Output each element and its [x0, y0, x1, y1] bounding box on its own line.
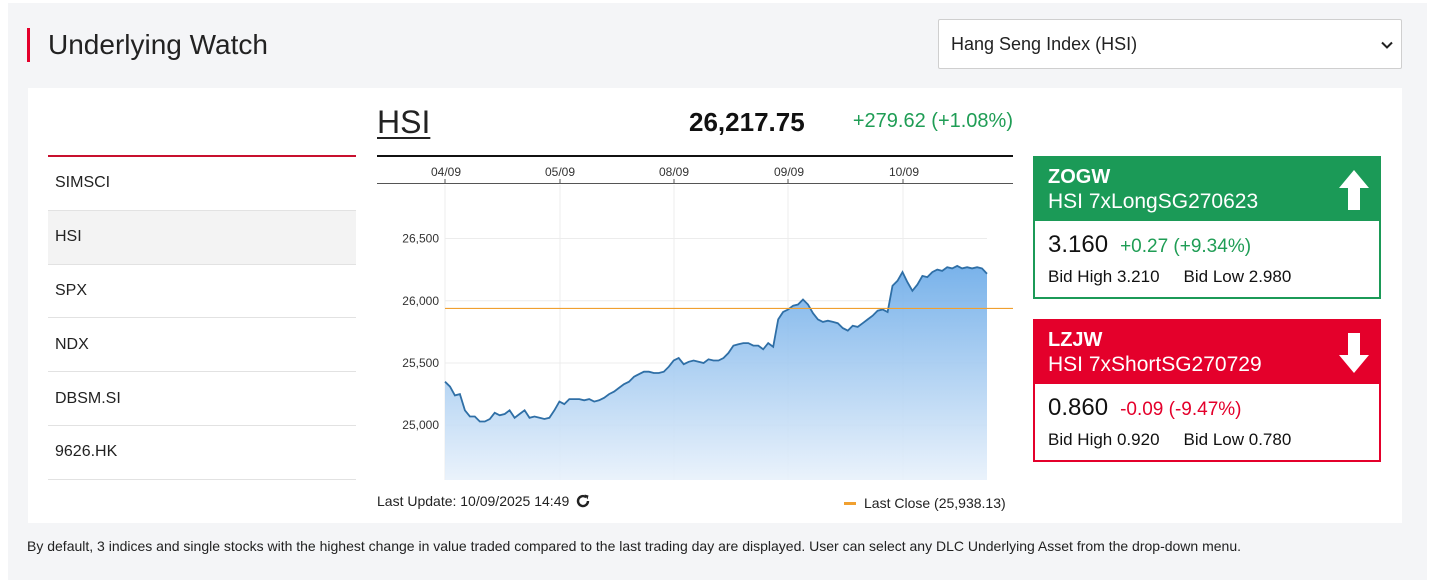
index-item-label: NDX: [55, 335, 89, 353]
index-item-label: SIMSCI: [55, 174, 111, 192]
page-title: Underlying Watch: [48, 29, 268, 60]
chart-symbol-link[interactable]: HSI: [377, 104, 431, 140]
dlc-bid-high: Bid High 0.920: [1048, 430, 1160, 449]
dlc-name: HSI 7xLongSG270623: [1048, 190, 1259, 213]
underlying-select-value: Hang Seng Index (HSI): [951, 34, 1138, 54]
index-item-label: HSI: [55, 228, 82, 246]
index-item-hsi[interactable]: HSI: [48, 210, 356, 265]
dlc-card-header: ZOGW HSI 7xLongSG270623: [1035, 158, 1379, 221]
refresh-icon[interactable]: [575, 493, 591, 509]
dlc-price: 0.860: [1048, 394, 1109, 421]
dlc-card-long[interactable]: ZOGW HSI 7xLongSG270623 3.160 +0.27 (+9.…: [1033, 156, 1381, 299]
dlc-price-row: 0.860 -0.09 (-9.47%): [1048, 394, 1379, 422]
series-line: [444, 264, 988, 423]
chart-header: HSI 26,217.75 +279.62 (+1.08%): [377, 104, 1013, 140]
index-list: SIMSCI HSI SPX NDX DBSM.SI 9626.HK: [48, 155, 356, 480]
y-tick-label: 25,000: [402, 418, 439, 432]
dlc-bid-low: Bid Low 2.980: [1183, 267, 1292, 286]
dlc-card-header: LZJW HSI 7xShortSG270729: [1035, 321, 1379, 384]
last-update: Last Update: 10/09/2025 14:49: [377, 493, 591, 509]
dlc-price: 3.160: [1048, 231, 1109, 258]
index-item-label: SPX: [55, 281, 88, 299]
underlying-select[interactable]: Hang Seng Index (HSI): [938, 19, 1402, 69]
last-update-text: Last Update: 10/09/2025 14:49: [377, 493, 570, 509]
dlc-change: -0.09 (-9.47%): [1120, 399, 1242, 420]
x-tick-label: 09/09: [774, 165, 804, 179]
y-tick-label: 26,500: [402, 232, 439, 246]
index-item-simsci[interactable]: SIMSCI: [48, 157, 356, 211]
x-tick-label: 08/09: [659, 165, 689, 179]
last-close-legend: Last Close (25,938.13): [844, 495, 1006, 511]
section-title: Underlying Watch: [27, 28, 268, 62]
index-item-dbsm[interactable]: DBSM.SI: [48, 372, 356, 426]
index-item-9626[interactable]: 9626.HK: [48, 426, 356, 480]
last-close-swatch: [844, 501, 856, 505]
chart-last-price: 26,217.75: [689, 107, 805, 137]
y-tick-label: 26,000: [402, 294, 439, 308]
dlc-name: HSI 7xShortSG270729: [1048, 353, 1262, 376]
chevron-down-icon: [1381, 41, 1393, 49]
dlc-bid-low: Bid Low 0.780: [1183, 430, 1292, 449]
dlc-code: LZJW: [1048, 329, 1103, 351]
index-item-label: 9626.HK: [55, 443, 118, 461]
x-tick-label: 10/09: [889, 165, 919, 179]
y-tick-label: 25,500: [402, 356, 439, 370]
index-chart: 04/09 05/09 08/09 09/09 10/09 26,500 26,000 25,…: [377, 155, 1013, 480]
dlc-card-body: 0.860 -0.09 (-9.47%) Bid High 0.920 Bid …: [1035, 384, 1379, 450]
index-item-ndx[interactable]: NDX: [48, 318, 356, 373]
index-item-spx[interactable]: SPX: [48, 265, 356, 319]
dlc-code: ZOGW: [1048, 166, 1111, 188]
disclaimer-text: By default, 3 indices and single stocks …: [27, 538, 1242, 554]
dlc-bid-high: Bid High 3.210: [1048, 267, 1160, 286]
chart-change: +279.62 (+1.08%): [852, 110, 1013, 132]
dlc-price-row: 3.160 +0.27 (+9.34%): [1048, 231, 1379, 259]
x-tick-label: 05/09: [545, 165, 575, 179]
dlc-bid-row: Bid High 0.920 Bid Low 0.780: [1048, 430, 1379, 450]
x-tick-label: 04/09: [431, 165, 461, 179]
dlc-bid-row: Bid High 3.210 Bid Low 2.980: [1048, 267, 1379, 287]
series-area: [445, 265, 987, 480]
dlc-card-short[interactable]: LZJW HSI 7xShortSG270729 0.860 -0.09 (-9…: [1033, 319, 1381, 462]
arrow-down-icon: [1339, 333, 1369, 373]
last-close-text: Last Close (25,938.13): [864, 495, 1006, 511]
dlc-change: +0.27 (+9.34%): [1120, 236, 1252, 257]
index-item-label: DBSM.SI: [55, 389, 121, 407]
arrow-up-icon: [1339, 170, 1369, 210]
dlc-card-body: 3.160 +0.27 (+9.34%) Bid High 3.210 Bid …: [1035, 221, 1379, 287]
